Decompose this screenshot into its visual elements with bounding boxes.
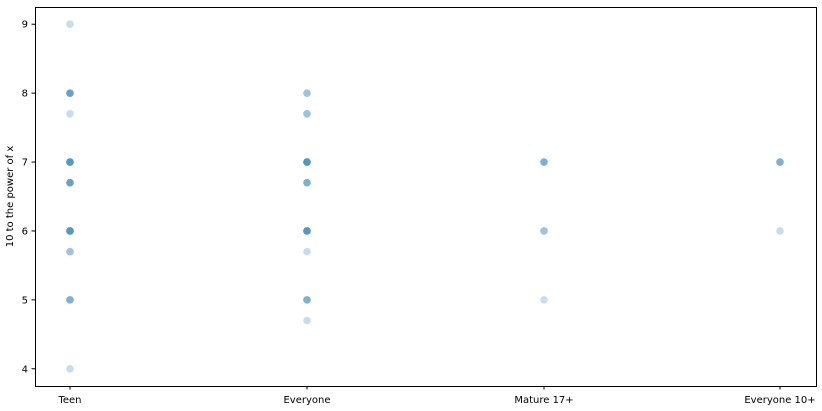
data-point <box>303 227 311 235</box>
data-point <box>66 296 74 304</box>
data-point <box>540 296 548 304</box>
data-point <box>776 158 784 166</box>
data-point <box>303 227 311 235</box>
data-point <box>303 158 311 166</box>
data-point <box>66 89 74 97</box>
data-point <box>66 178 74 187</box>
data-point <box>66 158 74 166</box>
data-point <box>303 158 311 166</box>
data-point <box>66 110 74 118</box>
data-point <box>303 247 311 256</box>
data-point <box>303 227 311 235</box>
data-point <box>303 110 311 118</box>
data-point <box>303 158 311 166</box>
y-tick-label: 9 <box>22 20 28 31</box>
data-point <box>66 89 74 97</box>
data-point <box>66 178 74 187</box>
x-tick-label: Everyone 10+ <box>744 395 815 406</box>
data-point <box>303 227 311 235</box>
x-axis-ticks: Teen Everyone Mature 17+ Everyone 10+ <box>57 386 816 406</box>
data-point <box>66 158 74 166</box>
data-point <box>303 178 311 187</box>
y-tick-label: 7 <box>22 158 28 169</box>
data-point <box>303 89 311 97</box>
data-point <box>776 158 784 166</box>
x-tick-label: Everyone <box>283 395 330 406</box>
data-point <box>66 158 74 166</box>
data-point <box>66 158 74 166</box>
y-tick-label: 8 <box>22 89 28 100</box>
data-point <box>66 20 74 29</box>
data-point <box>303 158 311 166</box>
y-axis-label: 10 to the power of x <box>5 146 16 248</box>
data-point <box>66 227 74 235</box>
data-point <box>303 178 311 187</box>
data-point <box>66 247 74 256</box>
data-point <box>303 158 311 166</box>
data-point <box>303 178 311 187</box>
data-point <box>303 296 311 304</box>
data-point <box>303 316 311 325</box>
x-tick-label: Teen <box>57 395 81 406</box>
data-point <box>66 296 74 304</box>
data-point <box>540 227 548 235</box>
data-point <box>66 227 74 235</box>
data-point <box>66 247 74 256</box>
data-point <box>66 296 74 304</box>
data-point <box>66 178 74 187</box>
y-tick-label: 5 <box>22 295 28 306</box>
plot-frame <box>35 7 817 387</box>
y-axis-ticks: 4 5 6 7 8 9 <box>22 20 35 375</box>
data-point <box>66 364 74 373</box>
data-point <box>303 89 311 97</box>
data-point <box>66 227 74 235</box>
data-point <box>540 158 548 166</box>
data-point <box>66 227 74 235</box>
data-point <box>303 296 311 304</box>
data-point <box>66 158 74 166</box>
data-point <box>303 296 311 304</box>
data-point <box>776 158 784 166</box>
data-point <box>66 89 74 97</box>
data-point <box>66 89 74 97</box>
data-point <box>540 158 548 166</box>
y-tick-label: 6 <box>22 226 28 237</box>
data-point <box>776 227 784 235</box>
data-points <box>66 20 784 373</box>
data-point <box>66 227 74 235</box>
data-point <box>66 178 74 187</box>
data-point <box>540 227 548 235</box>
data-point <box>540 158 548 166</box>
x-tick-label: Mature 17+ <box>514 395 573 406</box>
y-tick-label: 4 <box>22 364 28 375</box>
data-point <box>303 110 311 118</box>
data-point <box>303 227 311 235</box>
